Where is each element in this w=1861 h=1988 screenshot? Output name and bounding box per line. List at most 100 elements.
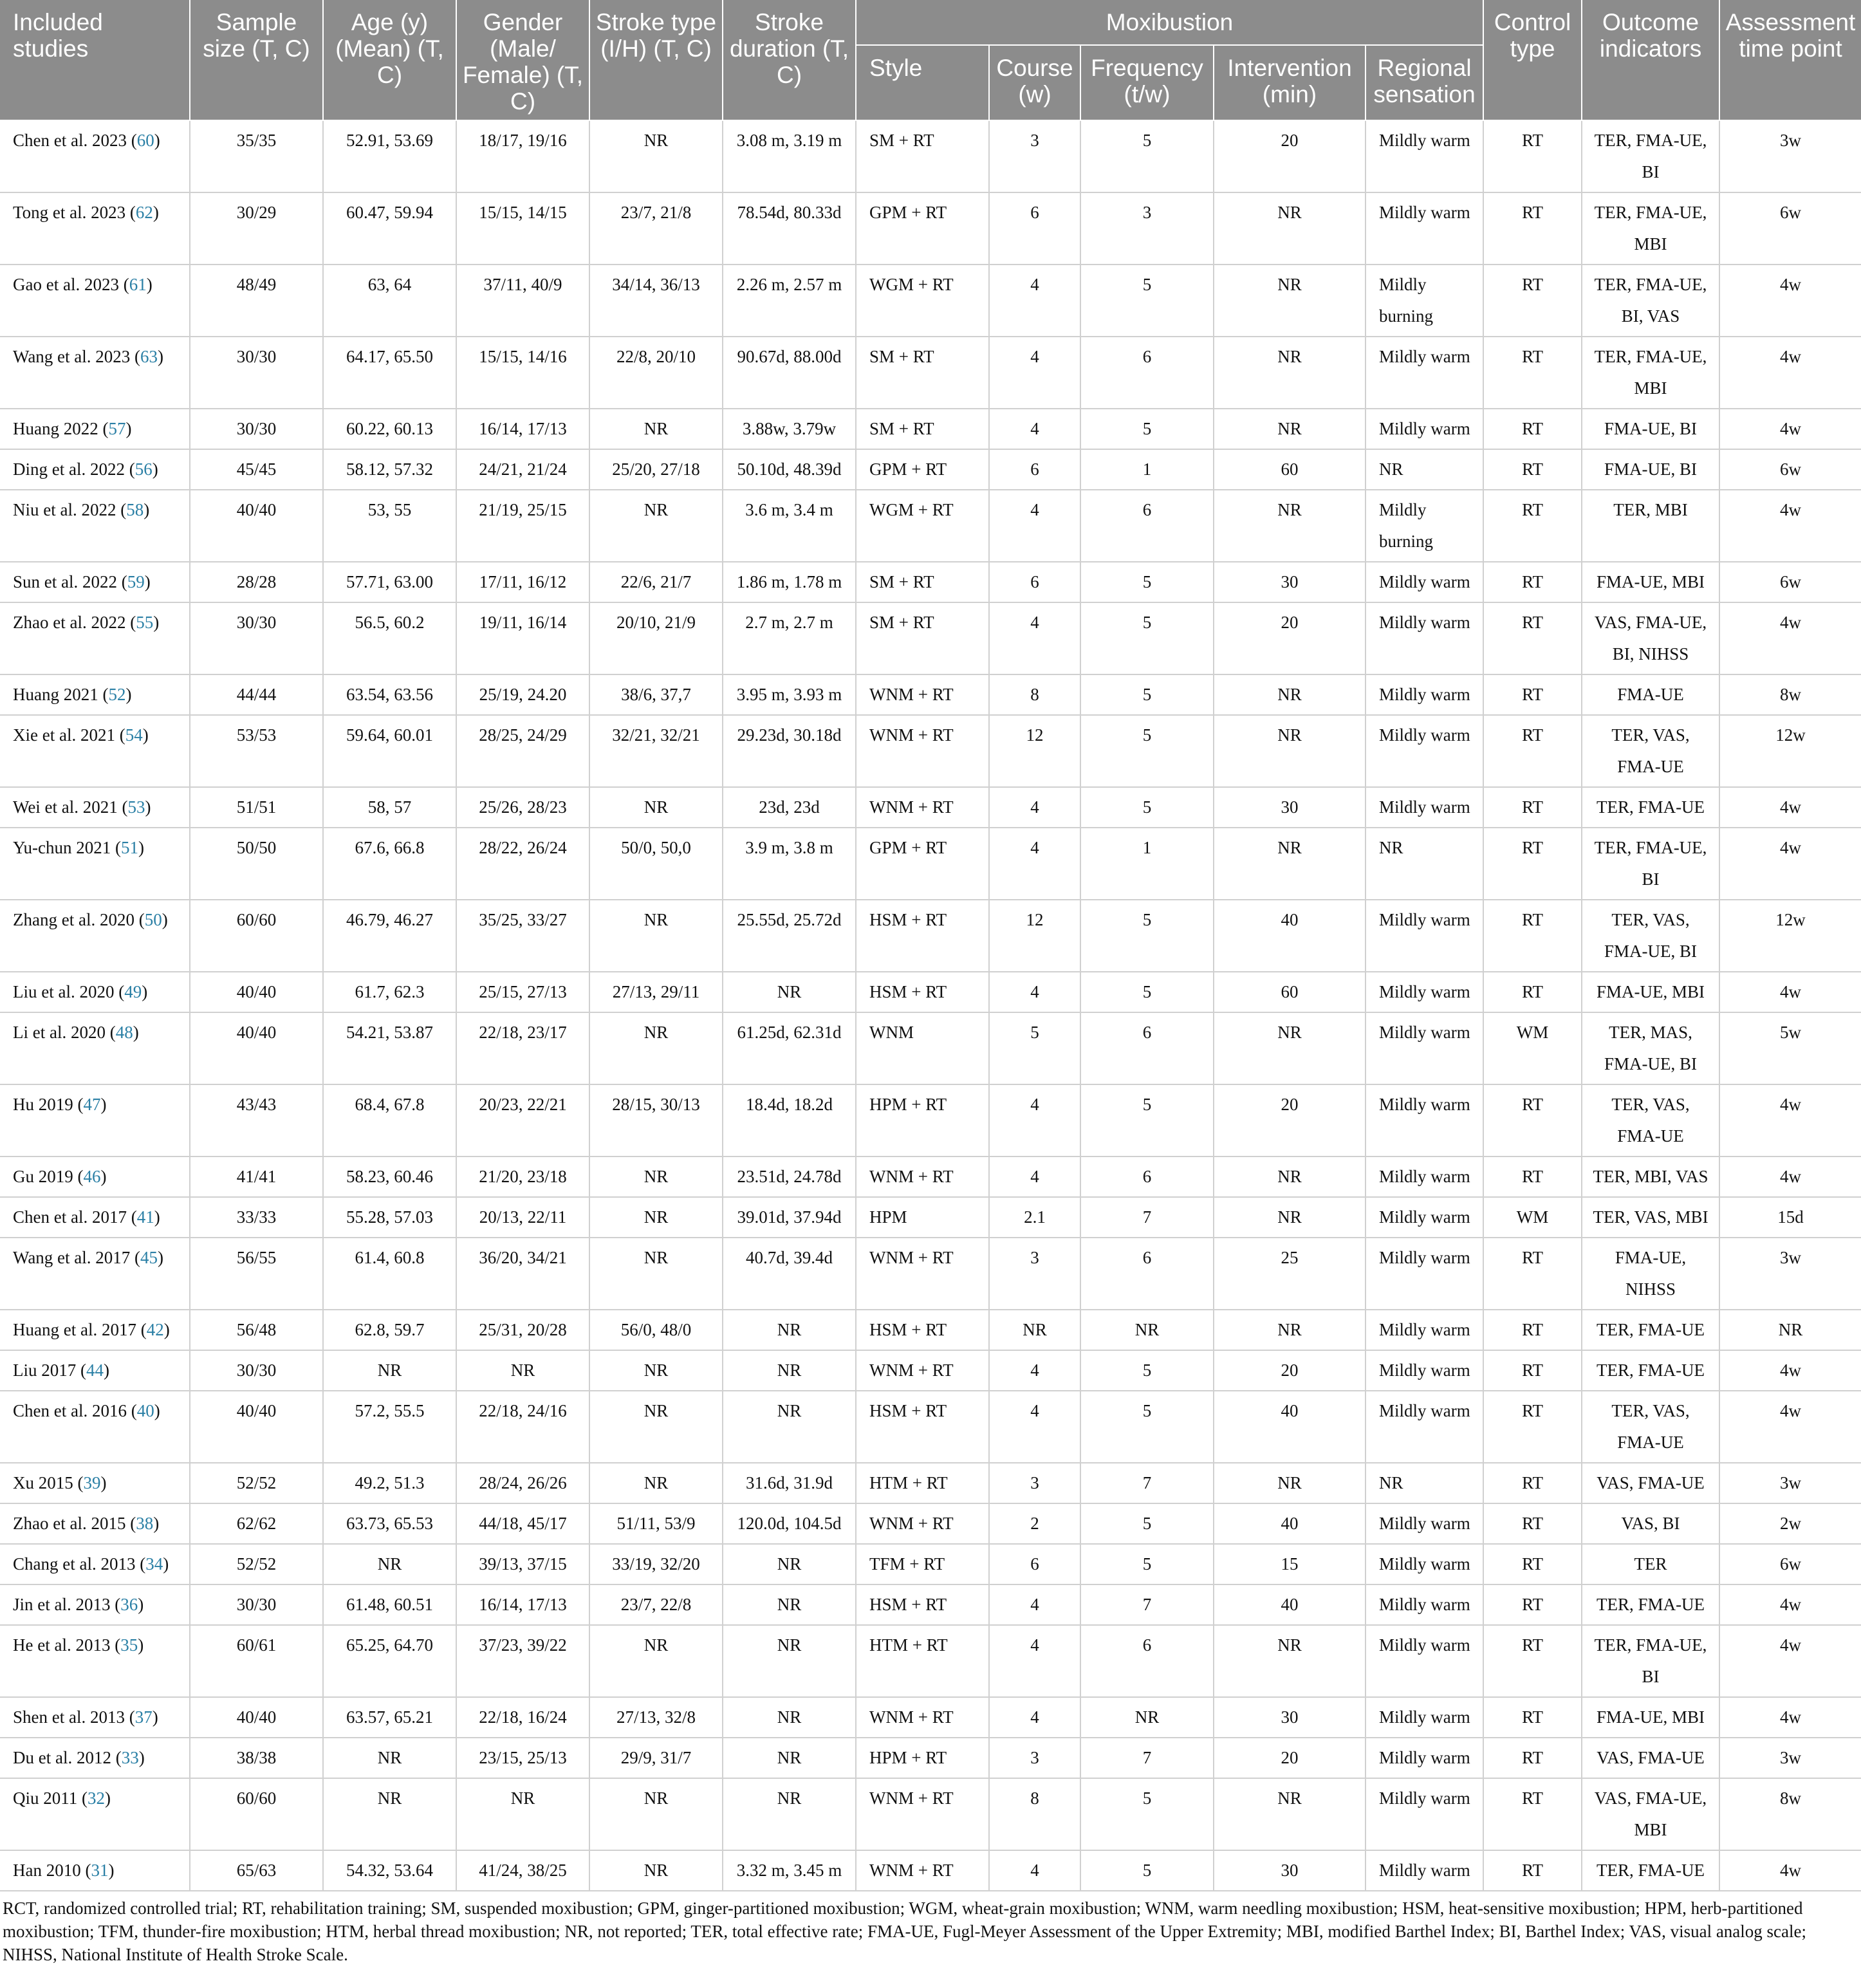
table-cell: NR xyxy=(1213,1012,1366,1085)
study-cell: Du et al. 2012 33 xyxy=(0,1737,190,1779)
table-cell: NR xyxy=(1213,264,1366,337)
table-cell: WNM + RT xyxy=(855,1503,990,1545)
table-cell: 30/30 xyxy=(189,1350,324,1391)
table-cell: Mildly warm xyxy=(1364,971,1485,1013)
table-cell: 60/60 xyxy=(189,1778,324,1851)
table-cell: RT xyxy=(1483,1778,1583,1851)
footnote: RCT, randomized controlled trial; RT, re… xyxy=(3,1899,1807,1964)
table-cell: RT xyxy=(1483,1156,1583,1198)
reference: 52 xyxy=(102,685,131,704)
table-cell: 18.4d, 18.2d xyxy=(722,1084,856,1157)
table-cell: RT xyxy=(1483,1390,1583,1463)
table-cell: NR xyxy=(322,1543,457,1585)
reference: 38 xyxy=(130,1514,159,1533)
table-cell: 62.8, 59.7 xyxy=(322,1309,457,1351)
reference: 35 xyxy=(115,1635,144,1655)
table-cell: 4w xyxy=(1719,1584,1861,1626)
table-cell: NR xyxy=(1213,1309,1366,1351)
table-cell: SM + RT xyxy=(855,602,990,675)
study-cell: Wang et al. 2023 63 xyxy=(0,336,190,409)
table-cell: NR xyxy=(1213,1778,1366,1851)
table-cell: 2w xyxy=(1719,1503,1861,1545)
table-cell: 4w xyxy=(1719,1350,1861,1391)
reference: 61 xyxy=(124,275,153,294)
table-cell: NR xyxy=(722,1390,856,1463)
table-cell: 64.17, 65.50 xyxy=(322,336,457,409)
table-cell: 7 xyxy=(1080,1737,1214,1779)
table-cell: SM + RT xyxy=(855,561,990,603)
table-cell: 60.47, 59.94 xyxy=(322,192,457,265)
table-cell: 20/10, 21/9 xyxy=(589,602,723,675)
study-cell: Wei et al. 2021 53 xyxy=(0,786,190,828)
table-cell: 27/13, 29/11 xyxy=(589,971,723,1013)
reference: 32 xyxy=(82,1788,111,1808)
table-cell: 3w xyxy=(1719,120,1861,193)
table-cell: RT xyxy=(1483,714,1583,788)
table-cell: 6 xyxy=(1080,1624,1214,1698)
table-cell: 40 xyxy=(1213,1390,1366,1463)
study-cell: Jin et al. 2013 36 xyxy=(0,1584,190,1626)
table-cell: 52/52 xyxy=(189,1543,324,1585)
table-cell: 63.54, 63.56 xyxy=(322,674,457,716)
table-cell: 4w xyxy=(1719,1156,1861,1198)
table-cell: NR xyxy=(456,1350,590,1391)
table-cell: 8 xyxy=(988,674,1081,716)
table-cell: 28/25, 24/29 xyxy=(456,714,590,788)
studies-table: Included studies Sample size (T, C) Age (y… xyxy=(0,0,1861,1891)
table-cell: 61.4, 60.8 xyxy=(322,1237,457,1310)
table-cell: 6w xyxy=(1719,561,1861,603)
column-header: Gender (Male/ Female) (T, C) xyxy=(456,0,590,121)
table-cell: 22/6, 21/7 xyxy=(589,561,723,603)
study-name: Qiu 2011 xyxy=(13,1788,78,1808)
table-cell: 3.08 m, 3.19 m xyxy=(722,120,856,193)
table-cell: 3.95 m, 3.93 m xyxy=(722,674,856,716)
study-name: Du et al. 2012 xyxy=(13,1748,111,1767)
table-cell: 63, 64 xyxy=(322,264,457,337)
table-cell: 4 xyxy=(988,602,1081,675)
table-cell: NR xyxy=(722,1309,856,1351)
table-cell: Mildly warm xyxy=(1364,714,1485,788)
table-cell: HSM + RT xyxy=(855,1390,990,1463)
table-cell: TER, MBI, VAS xyxy=(1581,1156,1721,1198)
table-cell: 38/6, 37,7 xyxy=(589,674,723,716)
table-cell: NR xyxy=(589,408,723,450)
table-cell: 5 xyxy=(1080,561,1214,603)
table-cell: 21/20, 23/18 xyxy=(456,1156,590,1198)
table-cell: 43/43 xyxy=(189,1084,324,1157)
table-cell: Mildly warm xyxy=(1364,192,1485,265)
table-cell: Mildly warm xyxy=(1364,786,1485,828)
table-cell: 6w xyxy=(1719,1543,1861,1585)
table-cell: 30 xyxy=(1213,1850,1366,1891)
table-cell: TER, FMA-UE xyxy=(1581,786,1721,828)
table-cell: 15 xyxy=(1213,1543,1366,1585)
table-cell: 20 xyxy=(1213,120,1366,193)
table-cell: 54.21, 53.87 xyxy=(322,1012,457,1085)
table-cell: NR xyxy=(1213,336,1366,409)
table-cell: RT xyxy=(1483,1503,1583,1545)
reference: 36 xyxy=(115,1595,144,1614)
table-cell: TER, MBI xyxy=(1581,489,1721,562)
table-cell: 6 xyxy=(988,1543,1081,1585)
subcolumn-header: Style xyxy=(855,45,990,121)
reference: 51 xyxy=(115,838,144,857)
study-cell: Chen et al. 2017 41 xyxy=(0,1196,190,1238)
table-cell: 45/45 xyxy=(189,449,324,490)
table-cell: 4 xyxy=(988,1156,1081,1198)
table-cell: TER, FMA-UE, BI xyxy=(1581,827,1721,900)
table-cell: 56/55 xyxy=(189,1237,324,1310)
table-cell: RT xyxy=(1483,899,1583,972)
table-cell: 4w xyxy=(1719,408,1861,450)
table-cell: RT xyxy=(1483,1584,1583,1626)
table-cell: 3.6 m, 3.4 m xyxy=(722,489,856,562)
table-cell: HPM + RT xyxy=(855,1737,990,1779)
study-cell: Huang et al. 2017 42 xyxy=(0,1309,190,1351)
table-cell: NR xyxy=(722,1778,856,1851)
study-name: Tong et al. 2023 xyxy=(13,203,126,222)
table-cell: 2.7 m, 2.7 m xyxy=(722,602,856,675)
